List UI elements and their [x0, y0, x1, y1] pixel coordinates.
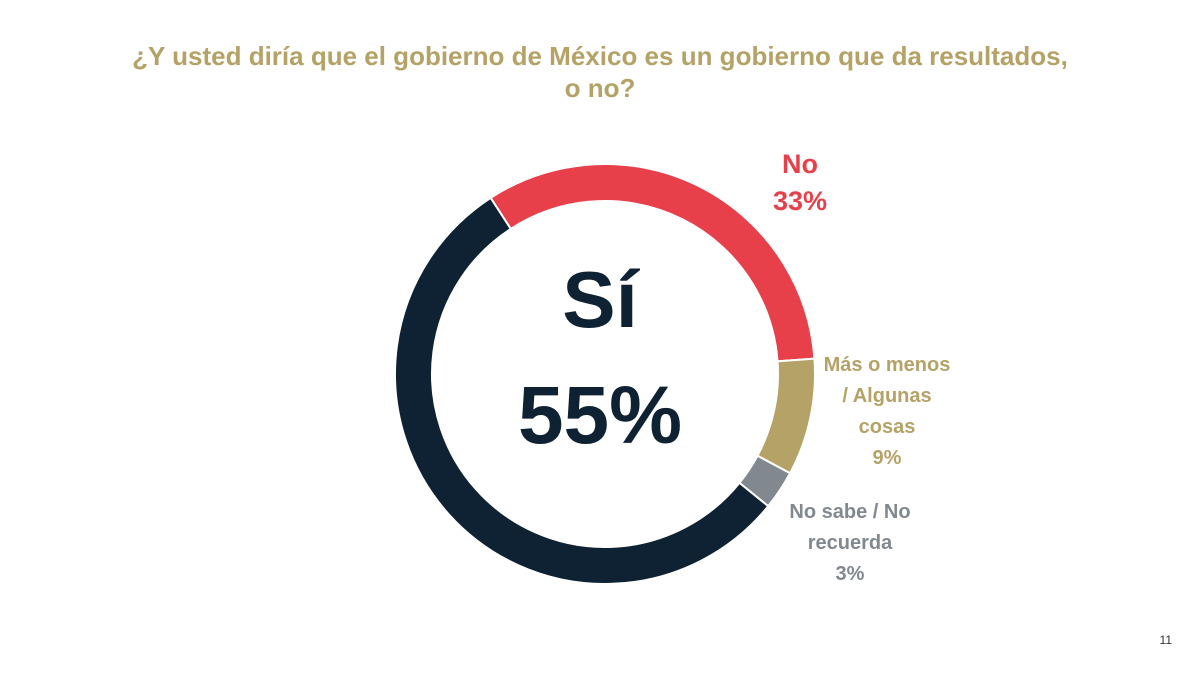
- label-no: No 33%: [740, 146, 860, 220]
- donut-chart: [395, 164, 815, 584]
- label-no-value: 33%: [772, 186, 828, 216]
- label-no-category: No: [782, 149, 818, 179]
- label-no-sabe: No sabe / No recuerda 3%: [760, 497, 940, 590]
- donut-slice-si: [395, 196, 770, 584]
- label-mas-o-menos-line-1: Más o menos: [823, 354, 951, 376]
- label-no-sabe-line-1: No sabe / No: [789, 501, 911, 523]
- donut-segments: [395, 164, 815, 584]
- page-number: 11: [1159, 633, 1172, 647]
- center-value-label: 55%: [517, 370, 683, 461]
- label-no-sabe-value: 3%: [835, 563, 865, 585]
- label-mas-o-menos-value: 9%: [872, 447, 902, 469]
- label-mas-o-menos: Más o menos / Algunas cosas 9%: [797, 350, 977, 474]
- chart-title-line-2: o no?: [564, 73, 636, 103]
- label-mas-o-menos-line-3: cosas: [858, 416, 916, 438]
- label-mas-o-menos-line-2: / Algunas: [842, 385, 932, 407]
- chart-title: ¿Y usted diría que el gobierno de México…: [60, 40, 1140, 104]
- chart-title-line-1: ¿Y usted diría que el gobierno de México…: [132, 41, 1068, 71]
- label-no-sabe-line-2: recuerda: [807, 532, 893, 554]
- center-category-label: Sí: [562, 255, 638, 344]
